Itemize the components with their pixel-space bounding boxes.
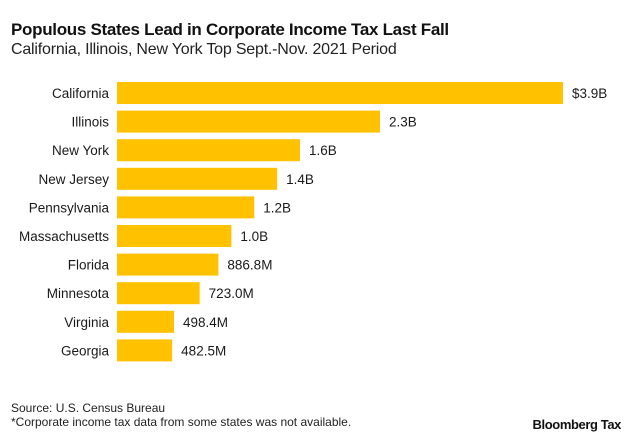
category-label: New York (52, 143, 109, 158)
data-label: 723.0M (209, 286, 254, 301)
category-label: Illinois (71, 115, 109, 130)
category-label: Massachusetts (19, 229, 109, 244)
bar-chart: California $3.9B Illinois 2.3B New York 1.6B N… (19, 82, 607, 362)
category-label: Minnesota (47, 286, 110, 301)
bars-group: California $3.9B Illinois 2.3B New York 1.6B N… (19, 82, 607, 362)
bar (117, 139, 300, 162)
bar (117, 339, 173, 362)
chart-subtitle: California, Illinois, New York Top Sept.… (11, 41, 397, 58)
bar (117, 110, 381, 133)
brand-logo: Bloomberg Tax (532, 417, 622, 432)
data-label: 1.0B (240, 229, 268, 244)
category-label: Florida (68, 258, 110, 273)
data-label: $3.9B (572, 86, 607, 101)
bar (117, 167, 278, 190)
bar (117, 282, 200, 305)
data-label: 1.4B (286, 172, 314, 187)
bar (117, 82, 563, 104)
bar (117, 225, 232, 247)
bar (117, 253, 219, 276)
category-label: California (52, 86, 110, 101)
data-label: 1.2B (263, 200, 291, 215)
chart-title: Populous States Lead in Corporate Income… (11, 20, 449, 39)
data-label: 1.6B (309, 143, 337, 158)
data-label: 2.3B (389, 115, 417, 130)
category-label: Pennsylvania (29, 200, 110, 215)
bar (117, 310, 174, 333)
data-label: 886.8M (227, 258, 272, 273)
category-label: Virginia (64, 315, 109, 330)
category-label: Georgia (61, 343, 110, 358)
data-label: 498.4M (183, 315, 228, 330)
bar (117, 196, 255, 219)
category-label: New Jersey (38, 172, 109, 187)
source-note: Source: U.S. Census Bureau (11, 401, 166, 415)
data-label: 482.5M (181, 343, 226, 358)
chart-footer: Source: U.S. Census Bureau *Corporate in… (11, 401, 351, 429)
footnote: *Corporate income tax data from some sta… (11, 415, 352, 429)
